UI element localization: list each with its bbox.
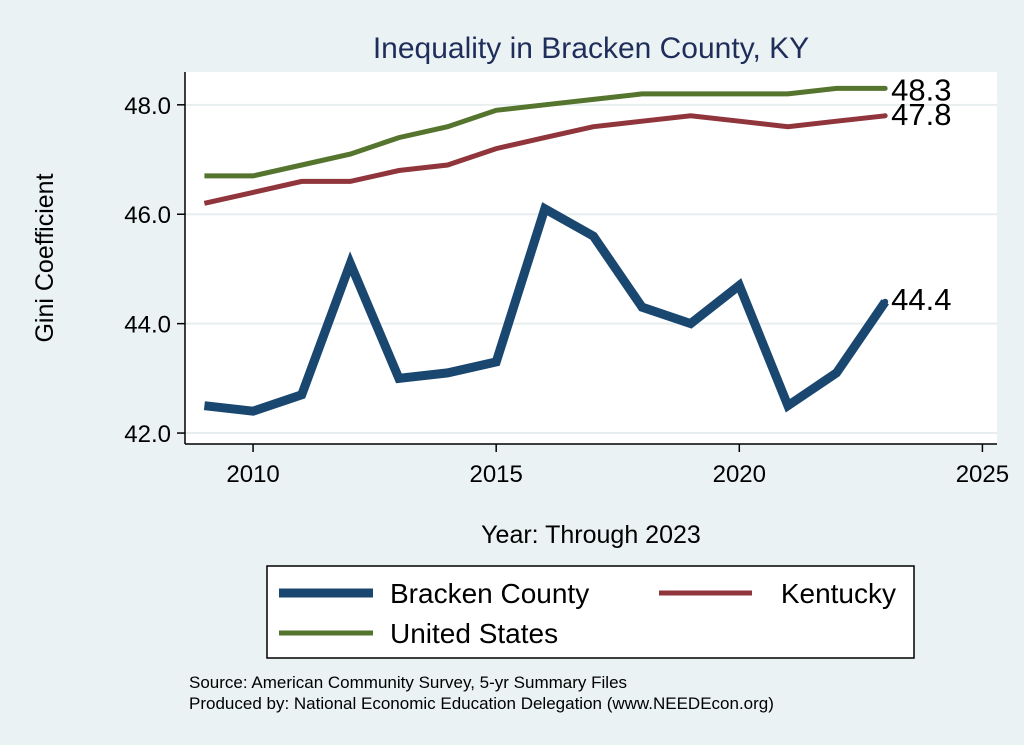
x-tick-label: 2010 [226,461,279,488]
source-note: Source: American Community Survey, 5-yr … [189,673,627,692]
legend-box [266,565,915,659]
plot-area [185,72,997,444]
end-labels: 44.4 47.848.3 [882,72,952,317]
end-point-united-states [882,85,888,91]
y-axis-ticks: 42.0 44.0 46.0 48.0 [124,93,185,448]
end-label-united-states: 48.3 [891,72,951,107]
x-tick-label: 2025 [956,461,1009,488]
y-axis-label: Gini Coefficient [31,173,59,342]
legend: Bracken County Kentucky United States [279,578,896,649]
y-tick-label: 42.0 [124,421,171,448]
x-axis-label: Year: Through 2023 [481,521,701,549]
y-tick-label: 46.0 [124,202,171,229]
x-tick-label: 2020 [713,461,766,488]
y-tick-label: 44.0 [124,312,171,339]
end-label-bracken-county: 44.4 [891,282,951,317]
series-line-united-states [204,85,886,179]
series-line-kentucky [203,113,886,206]
legend-label-bracken-county: Bracken County [390,578,589,609]
end-label-kentucky: 47.8 [891,97,951,132]
producer-note: Produced by: National Economic Education… [189,694,774,713]
series-lines [203,85,889,416]
chart-title: Inequality in Bracken County, KY [373,32,809,65]
end-point-bracken-county [882,298,889,305]
end-point-kentucky [882,113,888,119]
x-axis-ticks: 2010 2015 2020 2025 [226,444,1009,488]
legend-label-kentucky: Kentucky [781,578,896,609]
series-line-bracken-county [203,202,889,416]
x-tick-label: 2015 [469,461,522,488]
legend-label-united-states: United States [390,618,558,649]
y-tick-label: 48.0 [124,93,171,120]
gridlines [185,103,997,435]
